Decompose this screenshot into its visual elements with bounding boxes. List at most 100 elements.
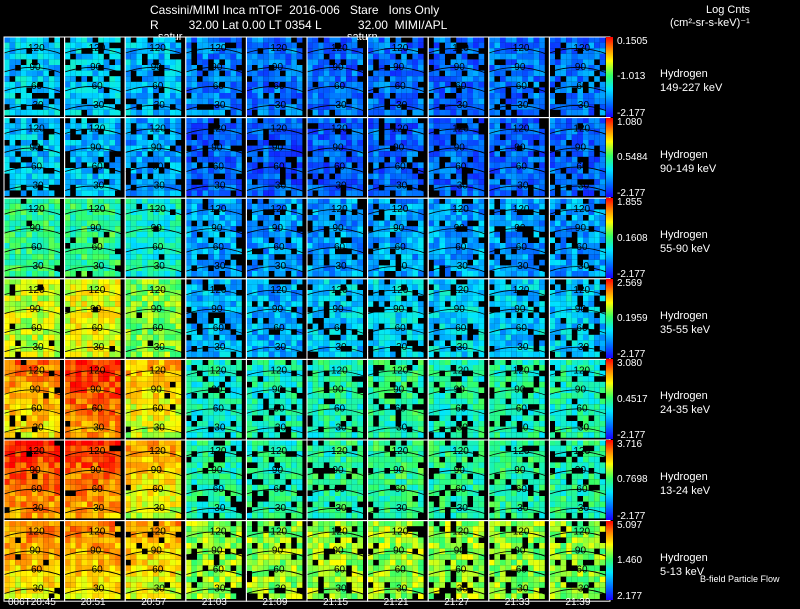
contour-label: 30 — [154, 422, 166, 433]
contour-label: 60 — [152, 81, 164, 92]
contour-label: 30 — [275, 422, 287, 433]
time-tick-label: 21:03 — [201, 597, 227, 608]
heatmap-panel: 120 90 60 30 — [306, 117, 369, 199]
contour-label: 90 — [393, 62, 405, 73]
heatmap-panel: 120 90 60 30 — [3, 197, 66, 280]
colorbar — [606, 37, 613, 117]
contour-label: 60 — [152, 323, 164, 334]
contour-label: 30 — [336, 503, 348, 514]
contour-label: 120 — [270, 446, 287, 457]
contour-label: 120 — [513, 527, 530, 538]
contour-label: 30 — [33, 422, 45, 433]
contour-label: 90 — [575, 384, 587, 395]
contour-label: 120 — [513, 365, 530, 376]
contour-label: 120 — [210, 124, 227, 135]
contour-label: 90 — [454, 465, 466, 476]
heatmap-panel: 120 90 60 30 — [367, 278, 429, 360]
colorbar-min-label: -2.177 — [617, 268, 646, 280]
row-species-label: Hydrogen — [660, 229, 708, 242]
units-label-line2: (cm²-sr-s-keV)⁻¹ — [670, 17, 750, 29]
colorbar — [606, 359, 613, 439]
contour-label: 90 — [514, 384, 526, 395]
contour-label: 30 — [154, 100, 166, 111]
time-tick-label: 20:57 — [141, 597, 167, 608]
contour-label: 90 — [454, 546, 466, 557]
colorbar — [606, 117, 613, 198]
contour-label: 30 — [33, 342, 45, 353]
contour-label: 90 — [272, 465, 284, 476]
heatmap-panel: 120 90 60 30 — [488, 117, 550, 199]
colorbar-mid-label: 0.5484 — [617, 151, 648, 163]
contour-label: 60 — [213, 484, 225, 495]
heatmap-panel: 120 90 60 30 — [548, 117, 611, 199]
colorbar-min-label: -2.177 — [617, 107, 646, 119]
contour-label: 30 — [33, 100, 45, 111]
row-energy-label: 55-90 keV — [660, 243, 711, 256]
heatmap-panel: 120 90 60 30 — [245, 439, 308, 522]
contour-label: 30 — [93, 584, 105, 595]
contour-label: 60 — [516, 162, 528, 173]
contour-label: 60 — [334, 242, 346, 253]
contour-label: 30 — [457, 342, 469, 353]
colorbar-mid-label: 1.460 — [617, 554, 643, 566]
heatmap-panel: 120 90 60 30 — [427, 117, 490, 199]
heatmap-panel: 120 90 60 30 — [367, 439, 429, 522]
contour-label: 60 — [31, 565, 43, 576]
contour-label: 60 — [213, 81, 225, 92]
colorbar — [606, 198, 613, 278]
colorbar — [606, 440, 613, 520]
contour-label: 90 — [211, 304, 223, 315]
contour-label: 30 — [214, 181, 226, 192]
heatmap-panel: 120 90 60 30 — [245, 278, 308, 360]
heatmap-panel: 120 90 60 30 — [64, 520, 126, 602]
contour-label: 120 — [573, 43, 590, 54]
heatmap-panel: 120 90 60 30 — [3, 520, 66, 602]
contour-label: 30 — [396, 503, 408, 514]
contour-label: 120 — [28, 285, 45, 296]
contour-label: 30 — [275, 342, 287, 353]
heatmap-panel: 120 90 60 30 — [64, 36, 126, 119]
contour-label: 60 — [273, 403, 285, 414]
contour-label: 120 — [89, 43, 106, 54]
contour-label: 60 — [455, 81, 467, 92]
contour-label: 30 — [154, 261, 166, 272]
heatmap-panel: 120 90 60 30 — [64, 278, 126, 360]
heatmap-panel: 120 90 60 30 — [245, 358, 308, 441]
row-species-label: Hydrogen — [660, 148, 708, 161]
contour-label: 30 — [457, 181, 469, 192]
contour-label: 30 — [154, 342, 166, 353]
contour-label: 90 — [333, 465, 345, 476]
contour-label: 90 — [151, 143, 163, 154]
contour-label: 30 — [214, 342, 226, 353]
heatmap-panel: 120 90 60 30 — [185, 36, 247, 119]
contour-label: 90 — [514, 304, 526, 315]
heatmap-panel: 120 90 60 30 — [367, 117, 429, 199]
contour-label: 30 — [214, 100, 226, 111]
time-tick-label: 21:21 — [383, 597, 409, 608]
contour-label: 120 — [452, 285, 469, 296]
heatmap-panel: 120 90 60 30 — [488, 520, 550, 602]
contour-label: 30 — [214, 422, 226, 433]
contour-label: 120 — [149, 285, 166, 296]
row-energy-label: 35-55 keV — [660, 323, 711, 336]
heatmap-panel: 120 90 60 30 — [245, 36, 308, 119]
heatmap-panel: 120 90 60 30 — [427, 197, 490, 280]
contour-label: 60 — [152, 242, 164, 253]
colorbar-min-label: 2.177 — [617, 591, 643, 603]
contour-label: 60 — [273, 162, 285, 173]
contour-label: 30 — [457, 503, 469, 514]
contour-label: 60 — [273, 323, 285, 334]
contour-label: 60 — [334, 162, 346, 173]
colorbar-max-label: 1.855 — [617, 197, 643, 209]
contour-label: 120 — [392, 365, 409, 376]
contour-label: 120 — [392, 124, 409, 135]
contour-label: 30 — [214, 584, 226, 595]
contour-label: 60 — [395, 484, 407, 495]
contour-label: 60 — [273, 565, 285, 576]
contour-label: 90 — [30, 384, 42, 395]
contour-label: 120 — [573, 124, 590, 135]
contour-label: 60 — [92, 565, 104, 576]
contour-label: 90 — [575, 546, 587, 557]
row-energy-label: 149-227 keV — [660, 82, 723, 94]
contour-label: 30 — [33, 503, 45, 514]
